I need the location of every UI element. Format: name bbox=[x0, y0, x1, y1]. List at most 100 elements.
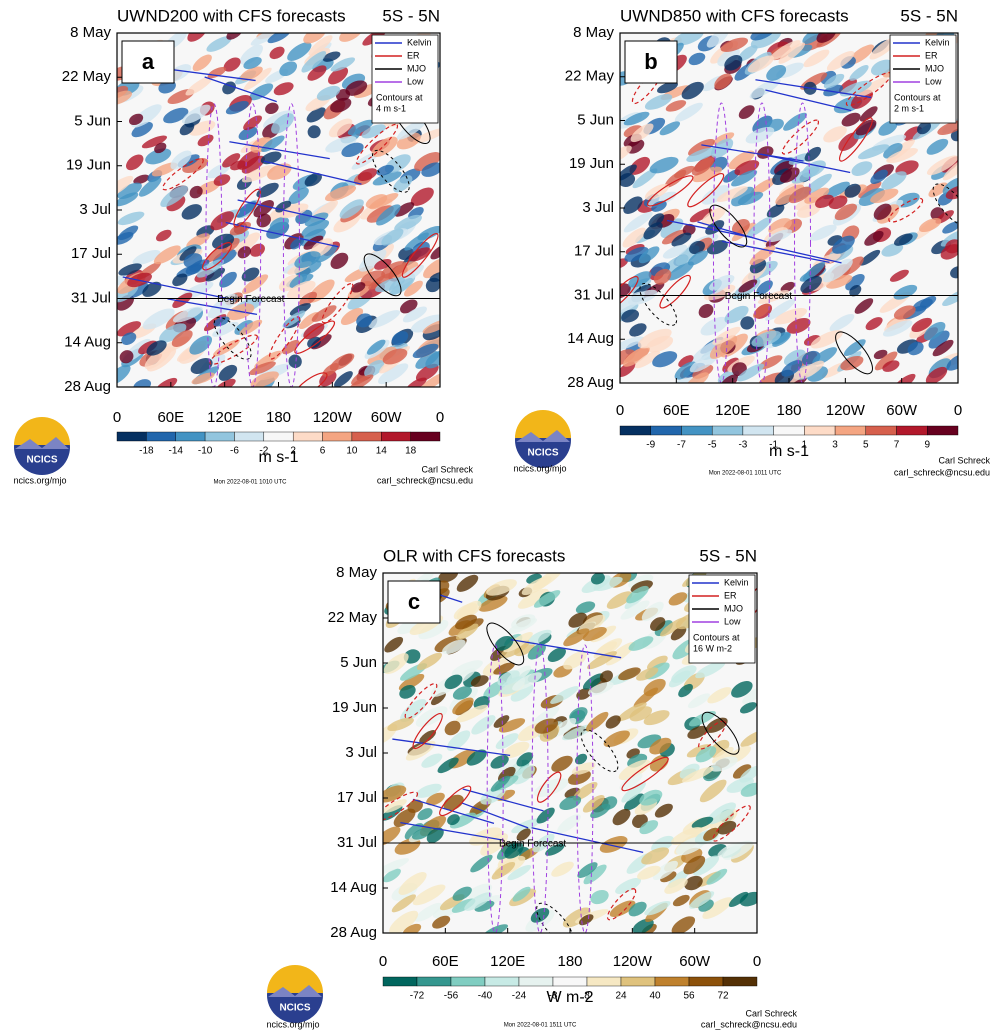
field-blob bbox=[701, 185, 730, 205]
field-blob bbox=[870, 59, 894, 76]
field-blob bbox=[531, 706, 560, 727]
field-blob bbox=[651, 200, 667, 212]
field-blob bbox=[301, 51, 327, 73]
field-blob bbox=[883, 142, 903, 159]
y-tick-label: 14 Aug bbox=[567, 330, 614, 347]
field-blob bbox=[269, 216, 289, 231]
field-blob bbox=[706, 868, 728, 885]
legend-label: Kelvin bbox=[407, 37, 432, 47]
field-blob bbox=[686, 147, 717, 163]
field-blob bbox=[834, 203, 858, 221]
colorbar-cell bbox=[688, 976, 724, 987]
kelvin-contour bbox=[229, 141, 330, 160]
colorbar-label: 56 bbox=[683, 991, 695, 1002]
logo-sun bbox=[267, 965, 323, 993]
email: carl_schreck@ncsu.edu bbox=[894, 467, 990, 477]
field-blob bbox=[649, 156, 679, 174]
panel-label-box bbox=[121, 40, 175, 84]
y-tick-label: 31 Jul bbox=[574, 286, 614, 303]
colorbar-cell bbox=[620, 976, 656, 987]
field-blob bbox=[678, 355, 694, 368]
field-blob bbox=[256, 182, 279, 198]
field-blob bbox=[582, 795, 605, 813]
field-blob bbox=[141, 135, 168, 149]
field-blob bbox=[118, 263, 142, 276]
field-blob bbox=[315, 244, 338, 263]
field-blob bbox=[412, 127, 440, 144]
field-blob bbox=[205, 267, 226, 282]
field-blob bbox=[559, 795, 582, 811]
field-blob bbox=[364, 360, 385, 378]
mjo-contour bbox=[371, 149, 410, 193]
field-blob bbox=[416, 652, 442, 671]
forecast-label: Begin Forecast bbox=[217, 294, 284, 305]
field-blob bbox=[684, 875, 703, 891]
mjo-contour bbox=[486, 622, 525, 666]
field-blob bbox=[415, 783, 442, 798]
field-blob bbox=[383, 858, 410, 875]
field-blob bbox=[731, 681, 753, 698]
colorbar-label: -8 bbox=[549, 991, 558, 1002]
field-blob bbox=[849, 65, 869, 81]
field-blob bbox=[691, 816, 714, 829]
field-blob bbox=[583, 864, 607, 885]
field-blob bbox=[434, 636, 460, 653]
logo-text: NCICS bbox=[26, 455, 57, 466]
field-blob bbox=[623, 196, 643, 214]
field-blob bbox=[734, 160, 760, 176]
field-blob bbox=[707, 687, 732, 704]
field-blob bbox=[637, 328, 672, 349]
field-blob bbox=[651, 835, 675, 853]
field-blob bbox=[351, 282, 366, 293]
field-blob bbox=[783, 112, 807, 131]
field-blob bbox=[601, 796, 618, 810]
field-blob bbox=[389, 910, 419, 933]
er-contour bbox=[233, 188, 261, 228]
x-tick-label: 0 bbox=[113, 409, 121, 426]
er-contour bbox=[268, 316, 301, 360]
field-blob bbox=[781, 360, 803, 377]
field-blob bbox=[511, 818, 542, 834]
field-blob bbox=[816, 33, 837, 43]
field-blob bbox=[649, 737, 672, 755]
field-blob bbox=[849, 284, 862, 297]
field-blob bbox=[829, 313, 855, 332]
er-contour bbox=[606, 888, 637, 921]
legend-label: Low bbox=[925, 76, 942, 86]
x-tick-label: 0 bbox=[954, 402, 962, 419]
field-blob bbox=[154, 142, 167, 154]
field-blob bbox=[254, 350, 282, 369]
field-blob bbox=[269, 46, 285, 60]
field-blob bbox=[756, 280, 773, 295]
field-blob bbox=[704, 284, 736, 301]
field-blob bbox=[491, 861, 516, 880]
er-contour bbox=[294, 320, 336, 354]
field-blob bbox=[455, 704, 488, 723]
field-blob bbox=[117, 211, 145, 226]
field-blob bbox=[410, 187, 434, 206]
field-blob bbox=[394, 202, 415, 217]
field-blob bbox=[889, 269, 909, 282]
field-blob bbox=[394, 214, 423, 232]
legend-label: Kelvin bbox=[925, 37, 950, 47]
field-blob bbox=[466, 749, 487, 766]
units: W m-2 bbox=[546, 989, 593, 1006]
field-blob bbox=[843, 339, 866, 356]
field-blob bbox=[146, 340, 167, 356]
field-blob bbox=[778, 42, 806, 64]
field-blob bbox=[706, 802, 737, 825]
field-blob bbox=[575, 601, 596, 614]
field-blob bbox=[716, 186, 748, 202]
field-blob bbox=[378, 363, 409, 385]
colorbar-cell bbox=[518, 976, 554, 987]
field-blob bbox=[638, 246, 660, 264]
field-blob bbox=[361, 124, 386, 139]
er-contour bbox=[439, 785, 472, 817]
field-blob bbox=[328, 66, 349, 85]
field-blob bbox=[446, 730, 471, 751]
field-blob bbox=[383, 826, 401, 847]
field-blob bbox=[737, 191, 764, 206]
timestamp: Mon 2022-08-01 1010 UTC bbox=[213, 480, 287, 486]
mjo-contour bbox=[580, 729, 619, 773]
er-contour bbox=[412, 712, 443, 750]
